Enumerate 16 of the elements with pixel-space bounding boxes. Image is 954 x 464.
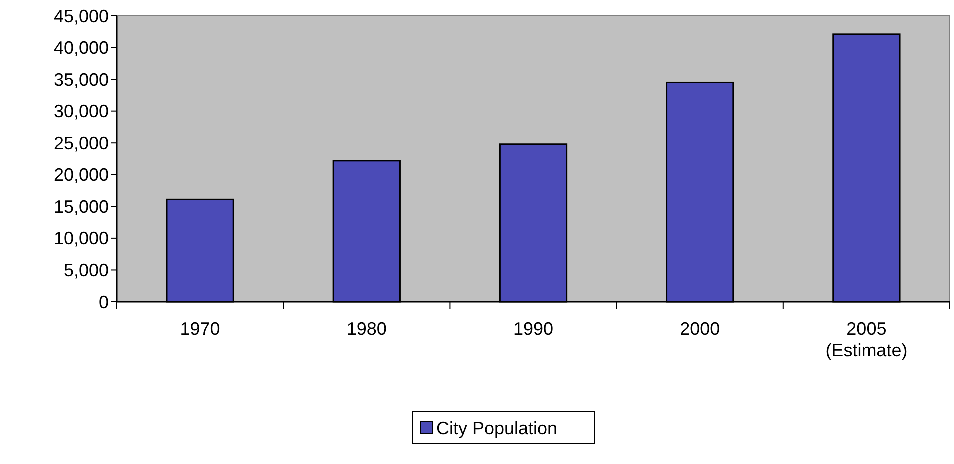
y-tick-label: 15,000 (54, 196, 109, 217)
y-tick-label: 30,000 (54, 102, 109, 122)
y-tick-label: 40,000 (54, 38, 109, 58)
y-tick-label: 10,000 (54, 228, 109, 249)
legend-label: City Population (436, 418, 558, 438)
y-tick-label: 25,000 (54, 133, 109, 154)
y-tick-label: 35,000 (54, 70, 109, 90)
x-tick-label: 1970 (180, 319, 220, 339)
x-tick-label: 2005 (Estimate) (826, 319, 908, 361)
x-tick-label: 1990 (513, 319, 554, 339)
x-tick-label: 1980 (346, 319, 387, 339)
x-tick-label: 2000 (680, 319, 720, 339)
y-tick-label: 5,000 (64, 260, 109, 281)
y-tick-label: 0 (98, 292, 109, 312)
y-tick-label: 45,000 (54, 6, 109, 26)
y-tick-label: 20,000 (54, 165, 109, 186)
